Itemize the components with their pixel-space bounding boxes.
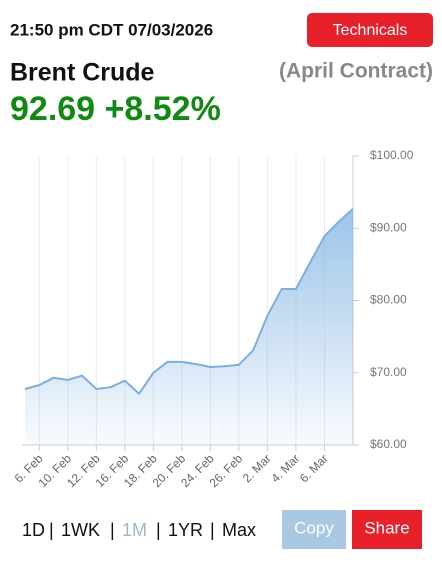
x-tick-label: 2. Mar bbox=[240, 451, 274, 485]
technicals-button[interactable] bbox=[307, 13, 433, 47]
y-tick-label: $100.00 bbox=[370, 148, 414, 162]
x-tick-label: 4. Mar bbox=[268, 451, 302, 485]
timestamp: 21:50 pm CDT 07/03/2026 bbox=[10, 20, 213, 39]
price-change: +8.52% bbox=[105, 90, 221, 128]
price-line bbox=[24, 208, 354, 396]
separator: | bbox=[110, 520, 115, 540]
range-option[interactable]: Max bbox=[222, 520, 256, 540]
copy-button[interactable] bbox=[282, 510, 346, 549]
range-option[interactable]: 1M bbox=[122, 520, 147, 540]
separator: | bbox=[156, 520, 161, 540]
y-tick-label: $60.00 bbox=[370, 437, 407, 451]
price: 92.69 +8.52% bbox=[10, 90, 221, 128]
footer: 1D | 1WK | 1M | 1YR | Max bbox=[22, 520, 256, 540]
y-tick-label: $70.00 bbox=[370, 365, 407, 379]
range-option[interactable]: 1YR bbox=[168, 520, 203, 540]
copy-label[interactable]: Copy bbox=[294, 518, 334, 537]
separator: | bbox=[210, 520, 215, 540]
price-value: 92.69 bbox=[10, 90, 95, 128]
share-label[interactable]: Share bbox=[364, 518, 409, 537]
y-tick-label: $80.00 bbox=[370, 293, 407, 307]
range-option[interactable]: 1WK bbox=[61, 520, 100, 540]
subtitle: (April Contract) bbox=[279, 60, 433, 83]
y-tick-label: $90.00 bbox=[370, 220, 407, 234]
separator: | bbox=[49, 520, 54, 540]
title: Brent Crude bbox=[10, 59, 155, 87]
share-button[interactable] bbox=[352, 510, 422, 549]
technicals-label[interactable]: Technicals bbox=[333, 22, 408, 39]
range-option[interactable]: 1D bbox=[22, 520, 45, 540]
x-tick-label: 6. Mar bbox=[297, 451, 331, 485]
area-fill bbox=[25, 208, 353, 445]
